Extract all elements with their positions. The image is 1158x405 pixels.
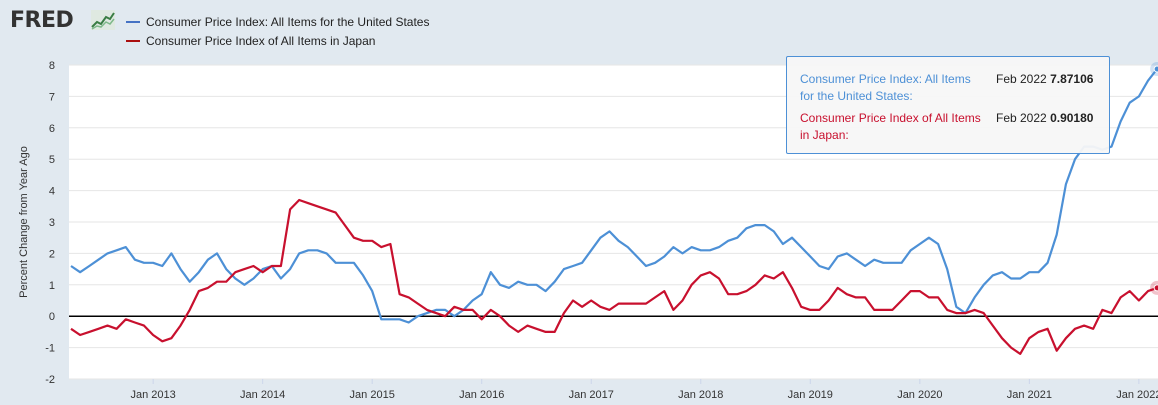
x-tick-label: Jan 2022 xyxy=(1116,389,1158,401)
y-tick-label: 4 xyxy=(49,186,55,198)
hover-tooltip: Consumer Price Index: All Items for the … xyxy=(786,56,1110,154)
chart-header: FRED Consumer Price Index: All Items for… xyxy=(0,0,1158,60)
legend-swatch-us xyxy=(126,21,140,23)
y-axis-title: Percent Change from Year Ago xyxy=(18,146,30,298)
x-tick-label: Jan 2013 xyxy=(131,389,176,401)
tooltip-series-name-us: Consumer Price Index: All Items for the … xyxy=(800,72,971,103)
series-line-japan xyxy=(70,198,1158,355)
legend-label-japan: Consumer Price Index of All Items in Jap… xyxy=(146,34,376,48)
x-tick-label: Jan 2016 xyxy=(459,389,504,401)
tooltip-date-us: Feb 2022 xyxy=(996,72,1047,86)
marker-us xyxy=(1153,65,1158,73)
y-tick-label: 3 xyxy=(49,217,55,229)
y-tick-label: 7 xyxy=(49,91,55,103)
tooltip-series-name-japan: Consumer Price Index of All Items in Jap… xyxy=(800,111,981,142)
y-tick-labels: -2 -1 0 1 2 3 4 5 6 7 8 xyxy=(45,60,55,386)
x-tick-label: Jan 2014 xyxy=(240,389,285,401)
marker-japan xyxy=(1153,284,1158,292)
x-tick-label: Jan 2019 xyxy=(788,389,833,401)
x-tick-label: Jan 2021 xyxy=(1007,389,1052,401)
y-tick-label: -2 xyxy=(45,374,55,386)
y-tick-label: 5 xyxy=(49,154,55,166)
legend-item-us[interactable]: Consumer Price Index: All Items for the … xyxy=(126,14,429,33)
tooltip-number-japan: 0.90180 xyxy=(1050,111,1094,125)
tooltip-number-us: 7.87106 xyxy=(1050,72,1094,86)
legend-swatch-japan xyxy=(126,40,140,42)
series-lines xyxy=(70,62,1158,355)
chart-legend: Consumer Price Index: All Items for the … xyxy=(126,14,429,52)
legend-item-japan[interactable]: Consumer Price Index of All Items in Jap… xyxy=(126,33,429,52)
x-tick-label: Jan 2017 xyxy=(569,389,614,401)
x-tick-label: Jan 2015 xyxy=(350,389,395,401)
y-tick-label: 6 xyxy=(49,123,55,135)
y-tick-label: -1 xyxy=(45,343,55,355)
tooltip-value-us: Feb 2022 7.87106 xyxy=(996,71,1093,88)
y-tick-label: 1 xyxy=(49,280,55,292)
tooltip-date-japan: Feb 2022 xyxy=(996,111,1047,125)
trend-graph-icon xyxy=(91,10,115,30)
tooltip-value-japan: Feb 2022 0.90180 xyxy=(996,110,1093,127)
y-tick-label: 2 xyxy=(49,248,55,260)
fred-logo[interactable]: FRED xyxy=(10,8,74,33)
y-tick-label: 0 xyxy=(49,311,55,323)
x-tick-label: Jan 2018 xyxy=(678,389,723,401)
x-tick-label: Jan 2020 xyxy=(897,389,942,401)
x-tick-labels: Jan 2013 Jan 2014 Jan 2015 Jan 2016 Jan 2017… xyxy=(131,379,1158,401)
y-tick-label: 8 xyxy=(49,60,55,72)
legend-label-us: Consumer Price Index: All Items for the … xyxy=(146,15,430,29)
series-line-us xyxy=(70,68,1158,324)
